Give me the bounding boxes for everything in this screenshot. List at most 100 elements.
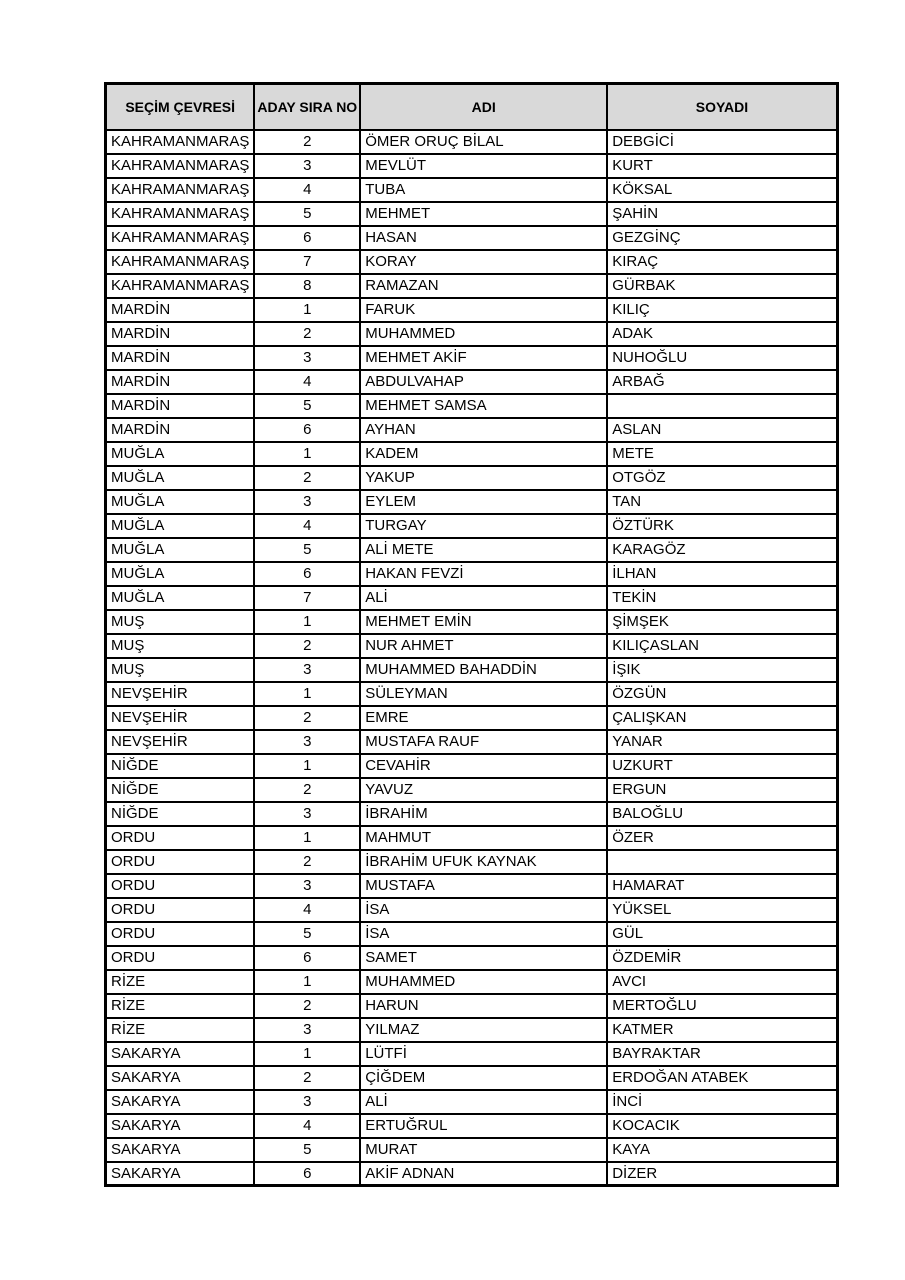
cell-district: KAHRAMANMARAŞ [104,224,256,251]
cell-district: NİĞDE [104,752,256,779]
cell-first-name: CEVAHİR [359,752,609,779]
cell-last-name: DEBGİCİ [606,128,839,155]
table-row: NEVŞEHİR 1 SÜLEYMAN ÖZGÜN [104,680,839,707]
cell-last-name: KIRAÇ [606,248,839,275]
cell-order-no: 5 [253,1136,362,1163]
cell-first-name: MEHMET [359,200,609,227]
cell-district: NEVŞEHİR [104,728,256,755]
cell-first-name: ALİ [359,584,609,611]
cell-first-name: RAMAZAN [359,272,609,299]
cell-last-name: AVCI [606,968,839,995]
table-row: MARDİN 3 MEHMET AKİF NUHOĞLU [104,344,839,371]
cell-district: MUŞ [104,656,256,683]
table-row: ORDU 3 MUSTAFA HAMARAT [104,872,839,899]
cell-district: MARDİN [104,320,256,347]
cell-order-no: 3 [253,656,362,683]
cell-last-name: ŞİMŞEK [606,608,839,635]
cell-order-no: 2 [253,464,362,491]
cell-order-no: 1 [253,608,362,635]
cell-order-no: 6 [253,1160,362,1187]
cell-district: MARDİN [104,296,256,323]
cell-first-name: İSA [359,896,609,923]
cell-last-name: BAYRAKTAR [606,1040,839,1067]
cell-first-name: İBRAHİM [359,800,609,827]
table-row: MUĞLA 4 TURGAY ÖZTÜRK [104,512,839,539]
cell-first-name: MUHAMMED BAHADDİN [359,656,609,683]
cell-order-no: 2 [253,632,362,659]
cell-first-name: HASAN [359,224,609,251]
cell-order-no: 3 [253,1016,362,1043]
cell-order-no: 2 [253,848,362,875]
cell-district: ORDU [104,824,256,851]
cell-first-name: YAKUP [359,464,609,491]
cell-last-name: KATMER [606,1016,839,1043]
cell-order-no: 3 [253,728,362,755]
cell-order-no: 3 [253,488,362,515]
cell-order-no: 2 [253,320,362,347]
cell-last-name: KAYA [606,1136,839,1163]
cell-last-name: MERTOĞLU [606,992,839,1019]
cell-last-name: ÇALIŞKAN [606,704,839,731]
cell-order-no: 1 [253,968,362,995]
cell-first-name: EMRE [359,704,609,731]
column-header-order-no: ADAY SIRA NO [253,82,362,131]
table-row: ORDU 6 SAMET ÖZDEMİR [104,944,839,971]
cell-last-name: ÖZER [606,824,839,851]
cell-first-name: MEHMET EMİN [359,608,609,635]
table-row: NEVŞEHİR 3 MUSTAFA RAUF YANAR [104,728,839,755]
cell-last-name: ERDOĞAN ATABEK [606,1064,839,1091]
cell-last-name: ASLAN [606,416,839,443]
cell-district: MUŞ [104,608,256,635]
cell-district: MUŞ [104,632,256,659]
cell-last-name: BALOĞLU [606,800,839,827]
cell-last-name: GÜRBAK [606,272,839,299]
cell-district: ORDU [104,848,256,875]
cell-last-name [606,392,839,419]
cell-last-name: YANAR [606,728,839,755]
cell-last-name: KILIÇASLAN [606,632,839,659]
cell-order-no: 4 [253,368,362,395]
cell-order-no: 2 [253,1064,362,1091]
cell-district: MUĞLA [104,584,256,611]
cell-last-name: METE [606,440,839,467]
cell-first-name: EYLEM [359,488,609,515]
cell-first-name: TUBA [359,176,609,203]
cell-last-name: KILIÇ [606,296,839,323]
column-header-district: SEÇİM ÇEVRESİ [104,82,256,131]
cell-first-name: HAKAN FEVZİ [359,560,609,587]
cell-last-name: GEZGİNÇ [606,224,839,251]
cell-order-no: 7 [253,248,362,275]
cell-order-no: 2 [253,704,362,731]
cell-order-no: 5 [253,536,362,563]
cell-order-no: 5 [253,200,362,227]
cell-order-no: 6 [253,944,362,971]
cell-last-name: İŞIK [606,656,839,683]
cell-first-name: ALİ METE [359,536,609,563]
table-row: NİĞDE 1 CEVAHİR UZKURT [104,752,839,779]
cell-order-no: 7 [253,584,362,611]
cell-district: MARDİN [104,344,256,371]
cell-district: KAHRAMANMARAŞ [104,152,256,179]
cell-district: MUĞLA [104,536,256,563]
cell-order-no: 2 [253,128,362,155]
table-row: KAHRAMANMARAŞ 4 TUBA KÖKSAL [104,176,839,203]
cell-district: KAHRAMANMARAŞ [104,176,256,203]
cell-last-name: HAMARAT [606,872,839,899]
candidate-table: SEÇİM ÇEVRESİ ADAY SIRA NO ADI SOYADI KA… [104,82,839,1187]
table-row: MARDİN 6 AYHAN ASLAN [104,416,839,443]
cell-order-no: 1 [253,752,362,779]
table-row: MUŞ 2 NUR AHMET KILIÇASLAN [104,632,839,659]
table-row: RİZE 1 MUHAMMED AVCI [104,968,839,995]
cell-last-name: KURT [606,152,839,179]
cell-first-name: MURAT [359,1136,609,1163]
cell-district: RİZE [104,1016,256,1043]
table-row: MARDİN 4 ABDULVAHAP ARBAĞ [104,368,839,395]
table-row: KAHRAMANMARAŞ 7 KORAY KIRAÇ [104,248,839,275]
cell-last-name: YÜKSEL [606,896,839,923]
cell-last-name [606,848,839,875]
cell-first-name: AYHAN [359,416,609,443]
cell-last-name: UZKURT [606,752,839,779]
cell-order-no: 8 [253,272,362,299]
cell-order-no: 2 [253,776,362,803]
cell-order-no: 1 [253,296,362,323]
